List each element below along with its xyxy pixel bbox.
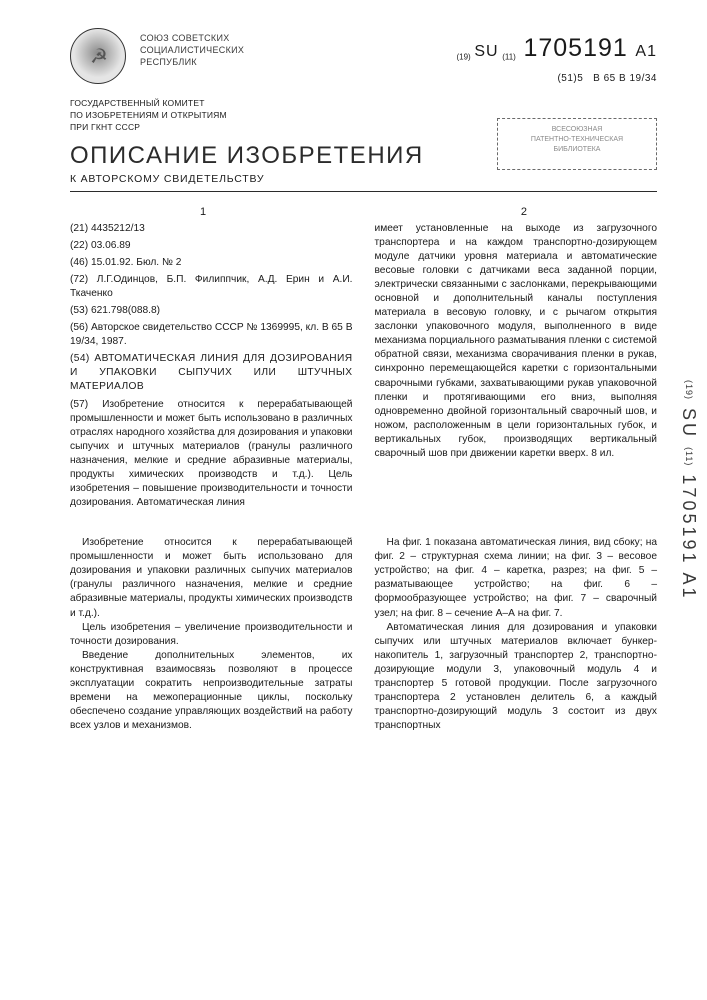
field-53: (53) 621.798(088.8)	[70, 304, 353, 318]
side-prefix-11: (11)	[684, 447, 694, 466]
column-numbers: 1 2	[70, 206, 657, 218]
page-subtitle: К АВТОРСКОМУ СВИДЕТЕЛЬСТВУ	[70, 173, 657, 185]
field-21: (21) 4435212/13	[70, 222, 353, 236]
col-num-left: 1	[200, 206, 206, 218]
union-label: СОЮЗ СОВЕТСКИХ СОЦИАЛИСТИЧЕСКИХ РЕСПУБЛИ…	[140, 28, 244, 68]
side-prefix-19: (19)	[684, 380, 694, 400]
state-emblem: ☭	[70, 28, 126, 84]
body-para-1: Изобретение относится к перерабатывающей…	[70, 536, 353, 620]
library-stamp: ВСЕСОЮЗНАЯ ПАТЕНТНО-ТЕХНИЧЕСКАЯ БИБЛИОТЕ…	[497, 118, 657, 170]
side-number: 1705191 A1	[679, 474, 699, 600]
prefix-19: (19)	[456, 53, 470, 62]
divider	[70, 191, 657, 192]
field-56: (56) Авторское свидетельство СССР № 1369…	[70, 321, 353, 349]
body-para-4: На фиг. 1 показана автоматическая линия,…	[375, 536, 658, 620]
doc-number-value: 1705191	[523, 34, 627, 62]
field-22: (22) 03.06.89	[70, 239, 353, 253]
doc-suffix: A1	[635, 43, 657, 60]
field-54-title: (54) АВТОМАТИЧЕСКАЯ ЛИНИЯ ДЛЯ ДОЗИРОВАНИ…	[70, 352, 353, 394]
document-number: (19) SU (11) 1705191 A1	[456, 34, 657, 63]
class-prefix: (51)5	[557, 73, 583, 84]
abstract-block: (21) 4435212/13 (22) 03.06.89 (46) 15.01…	[70, 222, 657, 510]
field-72: (72) Л.Г.Одинцов, Б.П. Филиппчик, А.Д. Е…	[70, 273, 353, 301]
side-document-number: (19) SU (11) 1705191 A1	[678, 380, 699, 601]
country-code: SU	[474, 43, 498, 60]
abstract-columns: (21) 4435212/13 (22) 03.06.89 (46) 15.01…	[70, 222, 657, 510]
side-country: SU	[679, 408, 699, 439]
field-57-abstract-b: имеет установленные на выходе из загрузо…	[375, 222, 658, 461]
col-num-right: 2	[521, 206, 527, 218]
body-block: Изобретение относится к перерабатывающей…	[70, 536, 657, 733]
class-value: В 65 В 19/34	[593, 73, 657, 84]
emblem-icon: ☭	[90, 44, 106, 69]
prefix-11: (11)	[502, 53, 516, 62]
body-columns: Изобретение относится к перерабатывающей…	[70, 536, 657, 733]
body-para-5: Автоматическая линия для дозирования и у…	[375, 621, 658, 734]
body-para-3: Введение дополнительных элементов, их ко…	[70, 649, 353, 733]
field-57-abstract-a: (57) Изобретение относится к перерабатыв…	[70, 398, 353, 511]
classification-code: (51)5 В 65 В 19/34	[557, 73, 657, 84]
body-para-2: Цель изобретения – увеличение производит…	[70, 621, 353, 649]
field-46: (46) 15.01.92. Бюл. № 2	[70, 256, 353, 270]
page: ☭ СОЮЗ СОВЕТСКИХ СОЦИАЛИСТИЧЕСКИХ РЕСПУБ…	[0, 0, 707, 753]
